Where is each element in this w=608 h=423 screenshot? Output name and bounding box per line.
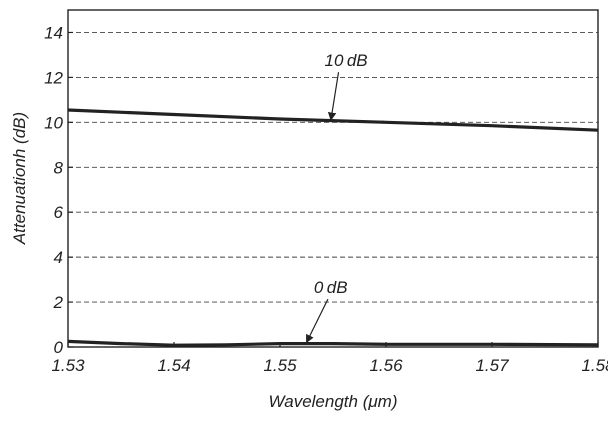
y-tick-label: 2: [53, 293, 64, 312]
x-tick-label: 1.57: [475, 356, 509, 375]
y-tick-label: 8: [54, 158, 64, 177]
annotation-arrow: [327, 72, 340, 121]
x-tick-label: 1.55: [263, 356, 297, 375]
annotation-arrow: [305, 298, 329, 344]
annotation-label: 0 dB: [314, 278, 348, 297]
x-tick-label: 1.58: [581, 356, 608, 375]
y-tick-label: 6: [54, 203, 64, 222]
x-tick-label: 1.54: [157, 356, 190, 375]
grid: [68, 32, 598, 303]
series-group: [67, 108, 599, 347]
plot-frame: [67, 9, 599, 348]
y-tick-label: 0: [54, 338, 64, 357]
axis-ticks: 0 2 4 6 8 10 12 14 1.53 1.54 1.55 1.56 1.57 1.58: [44, 23, 608, 375]
y-axis-label: Attenuationh (dB): [10, 112, 29, 245]
annotations: 10 dB 0 dB: [305, 51, 368, 344]
series-line-2: [67, 339, 599, 347]
annotation-label: 10 dB: [325, 51, 368, 70]
y-tick-label: 14: [44, 23, 63, 42]
y-tick-label: 10: [44, 113, 63, 132]
x-tick-label: 1.56: [369, 356, 403, 375]
x-tick-label: 1.53: [51, 356, 85, 375]
series-line-1: [67, 108, 599, 132]
y-tick-label: 4: [54, 248, 63, 267]
x-axis-label: Wavelength (μm): [269, 392, 398, 411]
y-tick-label: 12: [44, 68, 63, 87]
